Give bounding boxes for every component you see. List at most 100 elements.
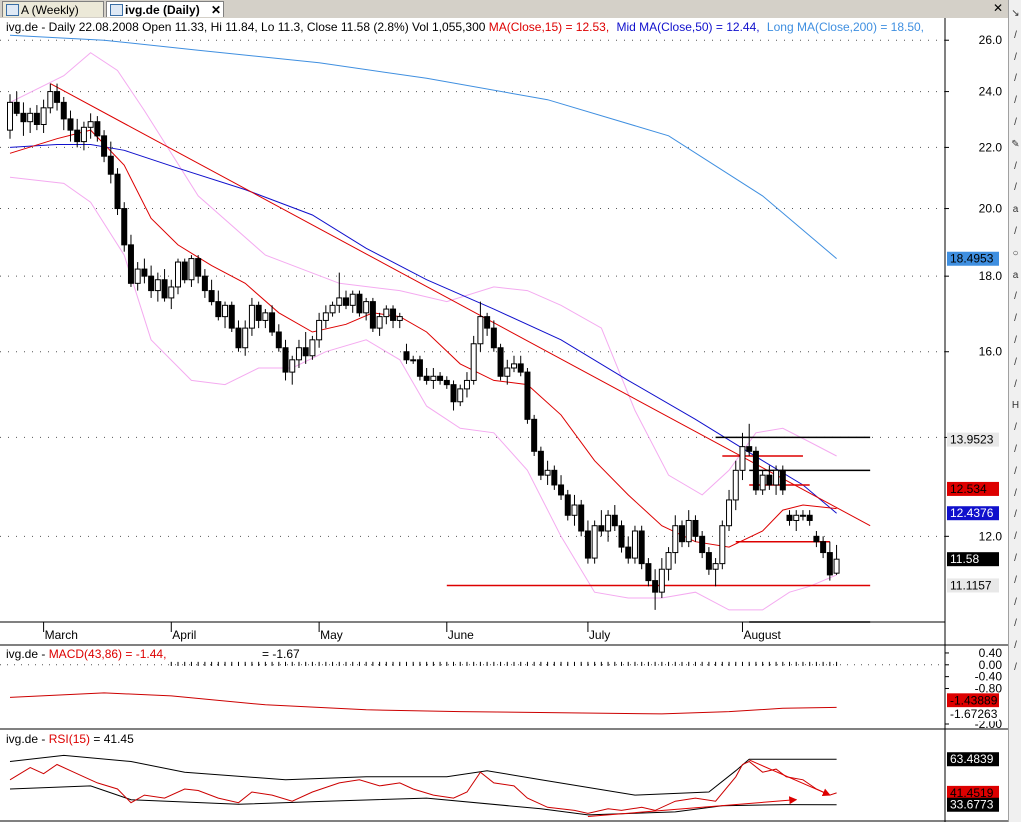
macd-info-prefix: ivg.de - [6,647,49,661]
candle-body [598,525,605,532]
price-label-box [947,251,999,266]
macd-info-extra: = -1.67 [262,647,300,661]
line-icon[interactable]: / [1014,662,1017,673]
macd-line [9,692,837,715]
candle-body [477,316,484,345]
line-icon[interactable]: / [1014,226,1017,237]
candle-body [222,304,229,318]
ma200-line [9,34,837,259]
stock-chart[interactable]: 12.016.018.020.022.024.026.0 March April M… [0,18,1008,822]
candle-body [188,258,195,281]
line-icon[interactable]: / [1014,117,1017,128]
tab-daily[interactable]: ivg.de (Daily) ✕ [106,1,224,17]
ma15-info: MA(Close,15) = 12.53, [489,20,609,34]
candle-body [739,446,746,471]
line-icon[interactable]: / [1014,95,1017,107]
line-icon[interactable]: / [1014,313,1017,325]
line-icon[interactable]: / [1014,640,1017,652]
rsi-upper-band [9,754,837,796]
candle-body [47,91,54,109]
month-label: June [448,628,474,642]
tab-weekly-label: A (Weekly) [21,3,79,17]
price-label: 12.4376 [950,506,994,520]
y-tick-label: 22.0 [979,140,1003,154]
candle-body [726,499,733,527]
macd-price-label: -1.67263 [950,707,998,721]
candle-body [107,155,114,175]
cursor-icon[interactable]: ↘ [1011,8,1020,19]
candle-body [40,107,47,125]
line-icon[interactable]: / [1014,465,1017,477]
month-label: March [45,628,78,642]
hline-icon[interactable]: H [1011,400,1020,412]
close-tab-icon[interactable]: ✕ [210,3,221,17]
text-icon[interactable]: a [1012,269,1019,281]
candle-body [336,297,343,306]
candle-body [235,327,242,349]
candle-body [309,339,316,357]
line-icon[interactable]: / [1014,378,1017,390]
candle-body [275,331,282,349]
candle-body [228,304,235,329]
line-icon[interactable]: / [1014,335,1017,346]
price-axis: 12.0 16.0 18.0 20.0 22.0 24.0 26.0 [944,18,1003,822]
month-label: May [320,628,343,642]
close-window-icon[interactable]: ✕ [992,1,1004,15]
tab-weekly[interactable]: A (Weekly) [2,1,104,17]
line-icon[interactable]: / [1014,531,1017,543]
candle-body [390,308,397,321]
candle-body [13,101,20,114]
line-icon[interactable]: / [1014,182,1017,194]
candle-body [60,101,67,120]
line-icon[interactable]: / [1014,487,1017,499]
ma50-info: Mid MA(Close,50) = 12.44, [617,20,760,34]
line-icon[interactable]: / [1014,553,1017,564]
candle-body [658,568,665,593]
candle-body [679,525,685,543]
line-icon[interactable]: / [1014,574,1017,586]
line-icon[interactable]: / [1014,51,1017,63]
candle-body [269,312,276,333]
candle-body [349,293,356,306]
line-icon[interactable]: / [1014,356,1017,368]
line-icon[interactable]: / [1014,596,1017,608]
line-icon[interactable]: / [1014,444,1017,455]
candle-body [799,514,806,517]
macd-y-tick-label: 0.40 [979,646,1003,660]
candle-body [457,388,464,403]
line-icon[interactable]: / [1014,73,1017,85]
candle-body [504,367,511,377]
rsi-price-label-box [947,797,999,812]
line-icon[interactable]: / [1014,422,1017,434]
candle-body [746,446,753,452]
candle-body [490,327,497,349]
candle-body [665,552,672,570]
month-label: August [743,628,781,642]
candle-body [302,347,309,357]
text-icon[interactable]: a [1012,204,1019,216]
y-tick-label: 18.0 [979,269,1003,283]
line-icon[interactable]: / [1014,160,1017,172]
candle-body [524,371,531,420]
candle-body [537,450,544,476]
y-tick-label: 12.0 [979,529,1003,543]
candle-body [605,514,612,532]
candle-body [551,469,558,486]
rsi-info-value: = 41.45 [93,732,134,746]
candle-body [578,504,585,532]
candle-body [638,530,645,565]
line-icon[interactable]: / [1014,618,1017,630]
rsi-price-label-box [947,752,999,767]
candle-body [826,552,833,576]
candle-body [712,563,719,570]
candle-body [383,308,390,318]
candle-body [289,359,296,373]
candle-body [423,375,430,381]
line-icon[interactable]: / [1014,29,1017,41]
line-icon[interactable]: / [1014,509,1017,521]
line-icon[interactable]: / [1014,291,1017,303]
price-label-box [947,432,999,447]
pencil-icon[interactable]: ✎ [1011,138,1020,150]
circle-icon[interactable]: ○ [1012,247,1019,259]
chart-tab-bar: A (Weekly) ivg.de (Daily) ✕ ✕ [0,0,1008,19]
